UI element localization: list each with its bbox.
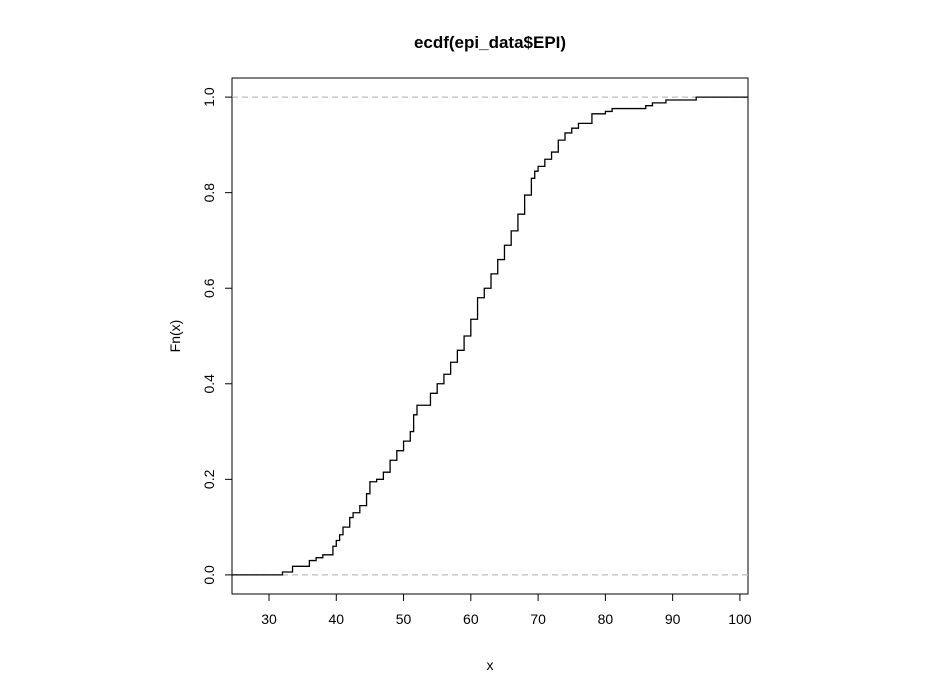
x-tick-label: 60 — [463, 611, 479, 627]
x-tick-label: 80 — [598, 611, 614, 627]
x-axis-label: x — [487, 657, 494, 673]
ecdf-step-line-0 — [232, 96, 748, 576]
plot-frame — [231, 77, 749, 595]
y-tick-label: 1.0 — [201, 87, 217, 107]
x-tick-label: 90 — [665, 611, 681, 627]
y-axis: 0.0 0.2 0.4 0.6 0.8 1.0 — [201, 87, 233, 585]
x-tick-label: 50 — [396, 611, 412, 627]
y-axis-label: Fn(x) — [167, 320, 183, 353]
y-tick-label: 0.4 — [201, 374, 217, 394]
y-tick-label: 0.6 — [201, 278, 217, 298]
series-layer — [232, 96, 748, 576]
y-tick-label: 0.2 — [201, 469, 217, 489]
y-tick-label: 0.8 — [201, 183, 217, 203]
x-tick-label: 40 — [328, 611, 344, 627]
x-tick-label: 100 — [728, 611, 752, 627]
chart-title: ecdf(epi_data$EPI) — [414, 33, 566, 52]
y-tick-label: 0.0 — [201, 565, 217, 585]
x-axis: 30 40 50 60 70 80 90 100 — [261, 593, 752, 627]
x-tick-label: 30 — [261, 611, 277, 627]
reference-lines — [232, 96, 748, 576]
x-tick-label: 70 — [530, 611, 546, 627]
